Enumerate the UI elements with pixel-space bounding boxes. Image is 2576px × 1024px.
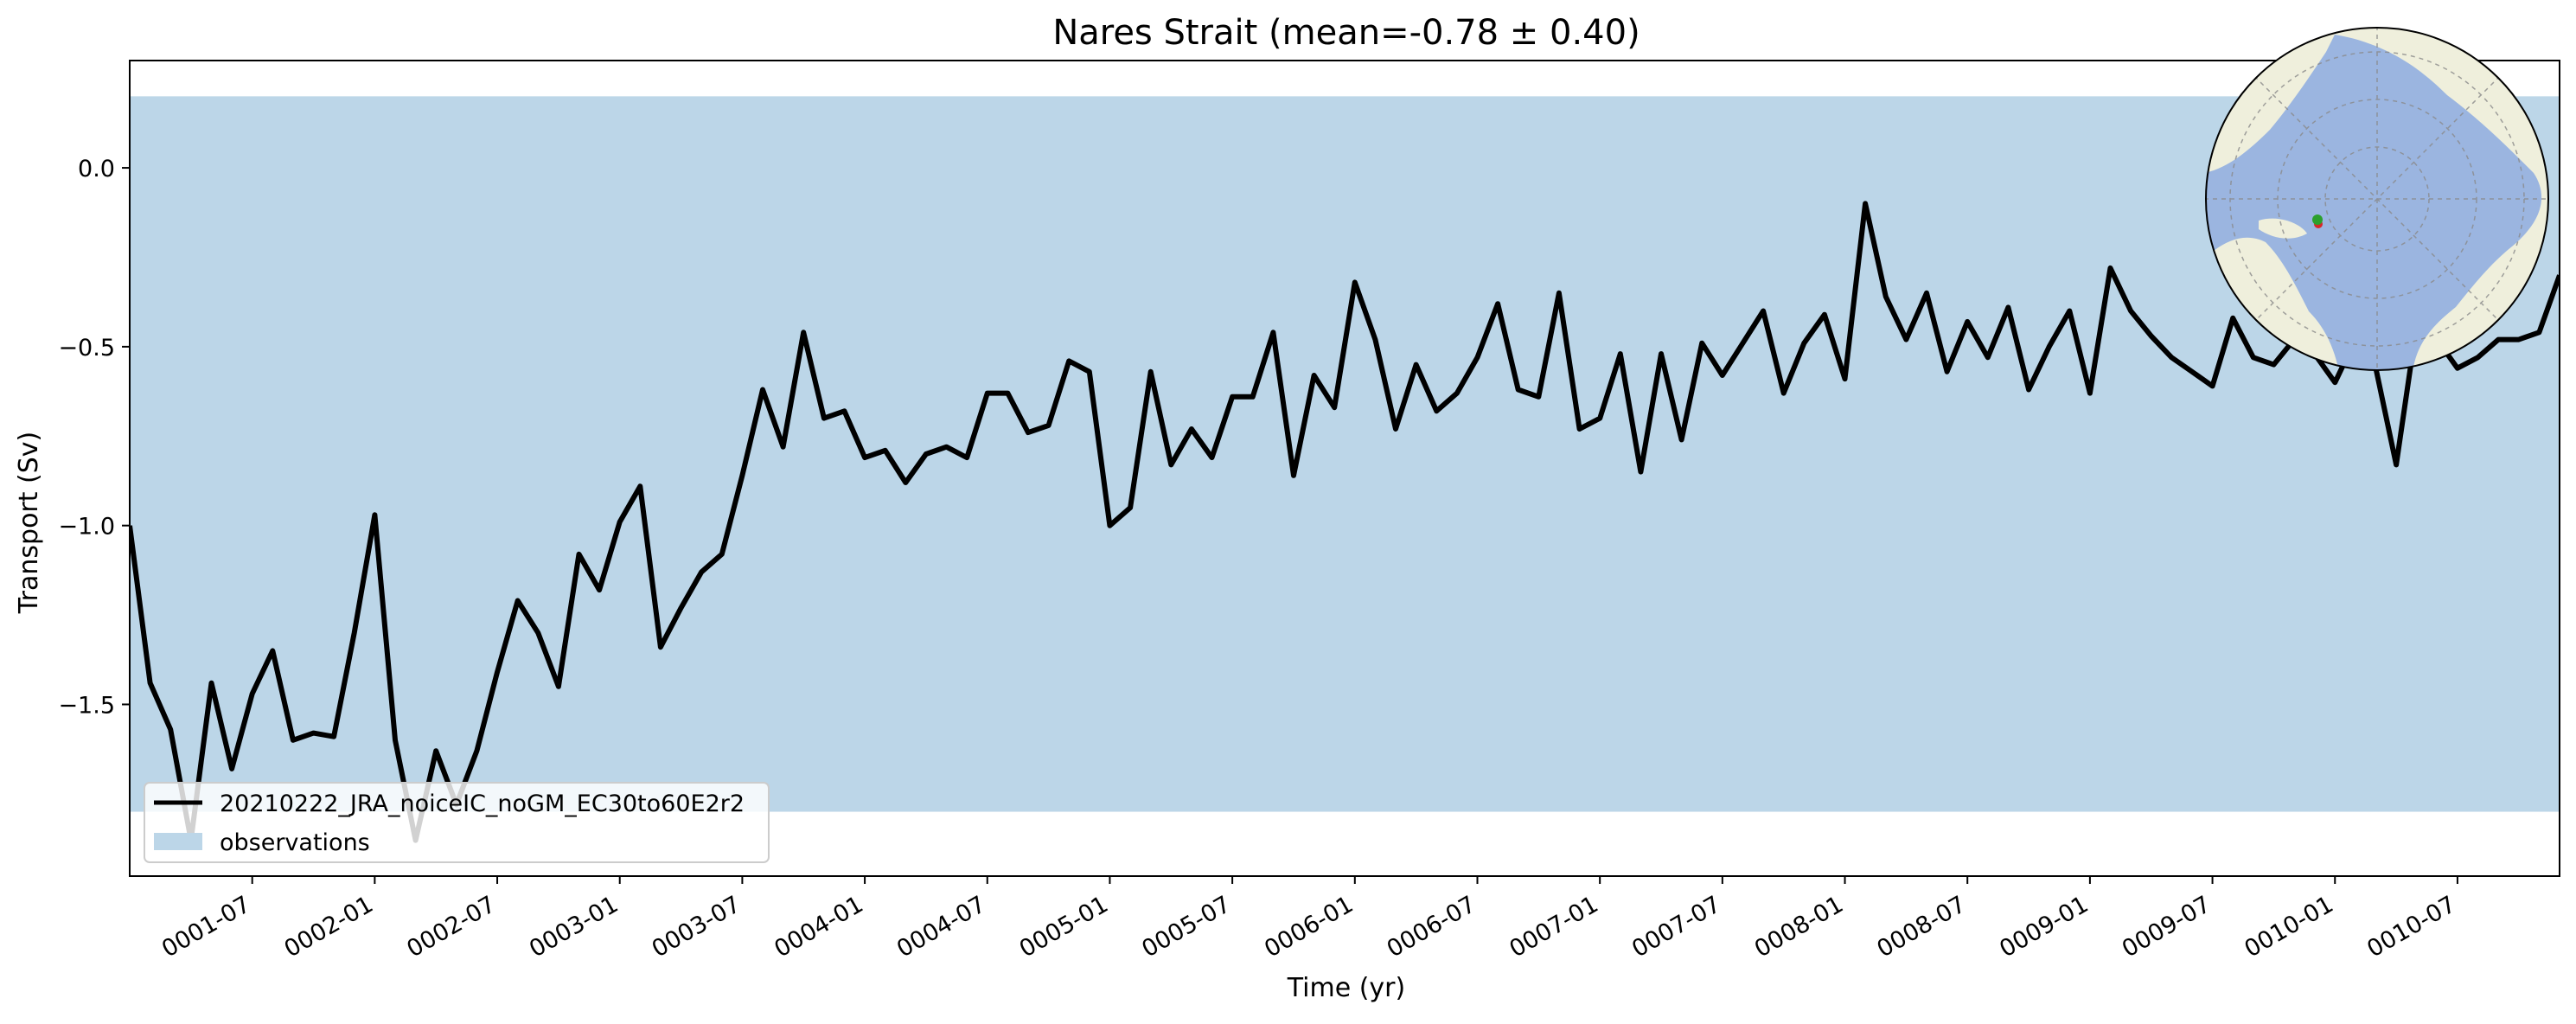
series-layer xyxy=(130,201,2560,843)
x-tick-label: 0003-01 xyxy=(525,891,623,963)
x-tick-label: 0003-07 xyxy=(648,891,745,963)
observations-band-layer xyxy=(130,96,2560,812)
y-tick-label: −1.5 xyxy=(58,692,115,719)
y-tick-label: −0.5 xyxy=(58,335,115,362)
x-tick-label: 0002-01 xyxy=(280,891,378,963)
x-tick-label: 0008-01 xyxy=(1750,891,1848,963)
x-tick-label: 0004-01 xyxy=(770,891,867,963)
observations-band xyxy=(130,96,2560,812)
x-tick-label: 0009-07 xyxy=(2118,891,2215,963)
legend-series-label: 20210222_JRA_noiceIC_noGM_EC30to60E2r2 xyxy=(220,790,745,817)
legend: 20210222_JRA_noiceIC_noGM_EC30to60E2r2 o… xyxy=(144,782,770,863)
legend-box xyxy=(144,782,770,863)
x-tick-label: 0010-07 xyxy=(2362,891,2460,963)
legend-band-swatch xyxy=(154,833,202,850)
x-tick-label: 0002-07 xyxy=(402,891,500,963)
x-tick-label: 0006-01 xyxy=(1260,891,1358,963)
x-tick-label: 0005-01 xyxy=(1015,891,1113,963)
x-axis-label: Time (yr) xyxy=(1287,973,1405,1003)
x-tick-label: 0004-07 xyxy=(892,891,990,963)
x-tick-label: 0008-07 xyxy=(1873,891,1971,963)
plot-frame xyxy=(129,60,2560,877)
y-axis: 0.0 −0.5 −1.0 −1.5 xyxy=(58,156,130,719)
arctic-polar-map-icon xyxy=(2205,27,2549,371)
x-axis: 0001-07 0002-01 0002-07 0003-01 0003-07 0004-… xyxy=(157,876,2460,963)
chart-title: Nares Strait (mean=-0.78 ± 0.40) xyxy=(1052,13,1640,53)
x-tick-label: 0001-07 xyxy=(157,891,255,963)
legend-observations-label: observations xyxy=(220,829,370,856)
x-tick-label: 0005-07 xyxy=(1137,891,1235,963)
x-tick-label: 0007-07 xyxy=(1627,891,1725,963)
y-tick-label: 0.0 xyxy=(78,156,115,182)
x-tick-label: 0006-07 xyxy=(1383,891,1480,963)
x-tick-label: 0009-01 xyxy=(1995,891,2093,963)
series-line-0 xyxy=(130,201,2560,843)
x-tick-label: 0007-01 xyxy=(1505,891,1602,963)
map-marker-green xyxy=(2312,214,2323,225)
x-tick-label: 0010-01 xyxy=(2240,891,2338,963)
y-axis-label: Transport (Sv) xyxy=(14,432,44,615)
y-tick-label: −1.0 xyxy=(58,514,115,541)
